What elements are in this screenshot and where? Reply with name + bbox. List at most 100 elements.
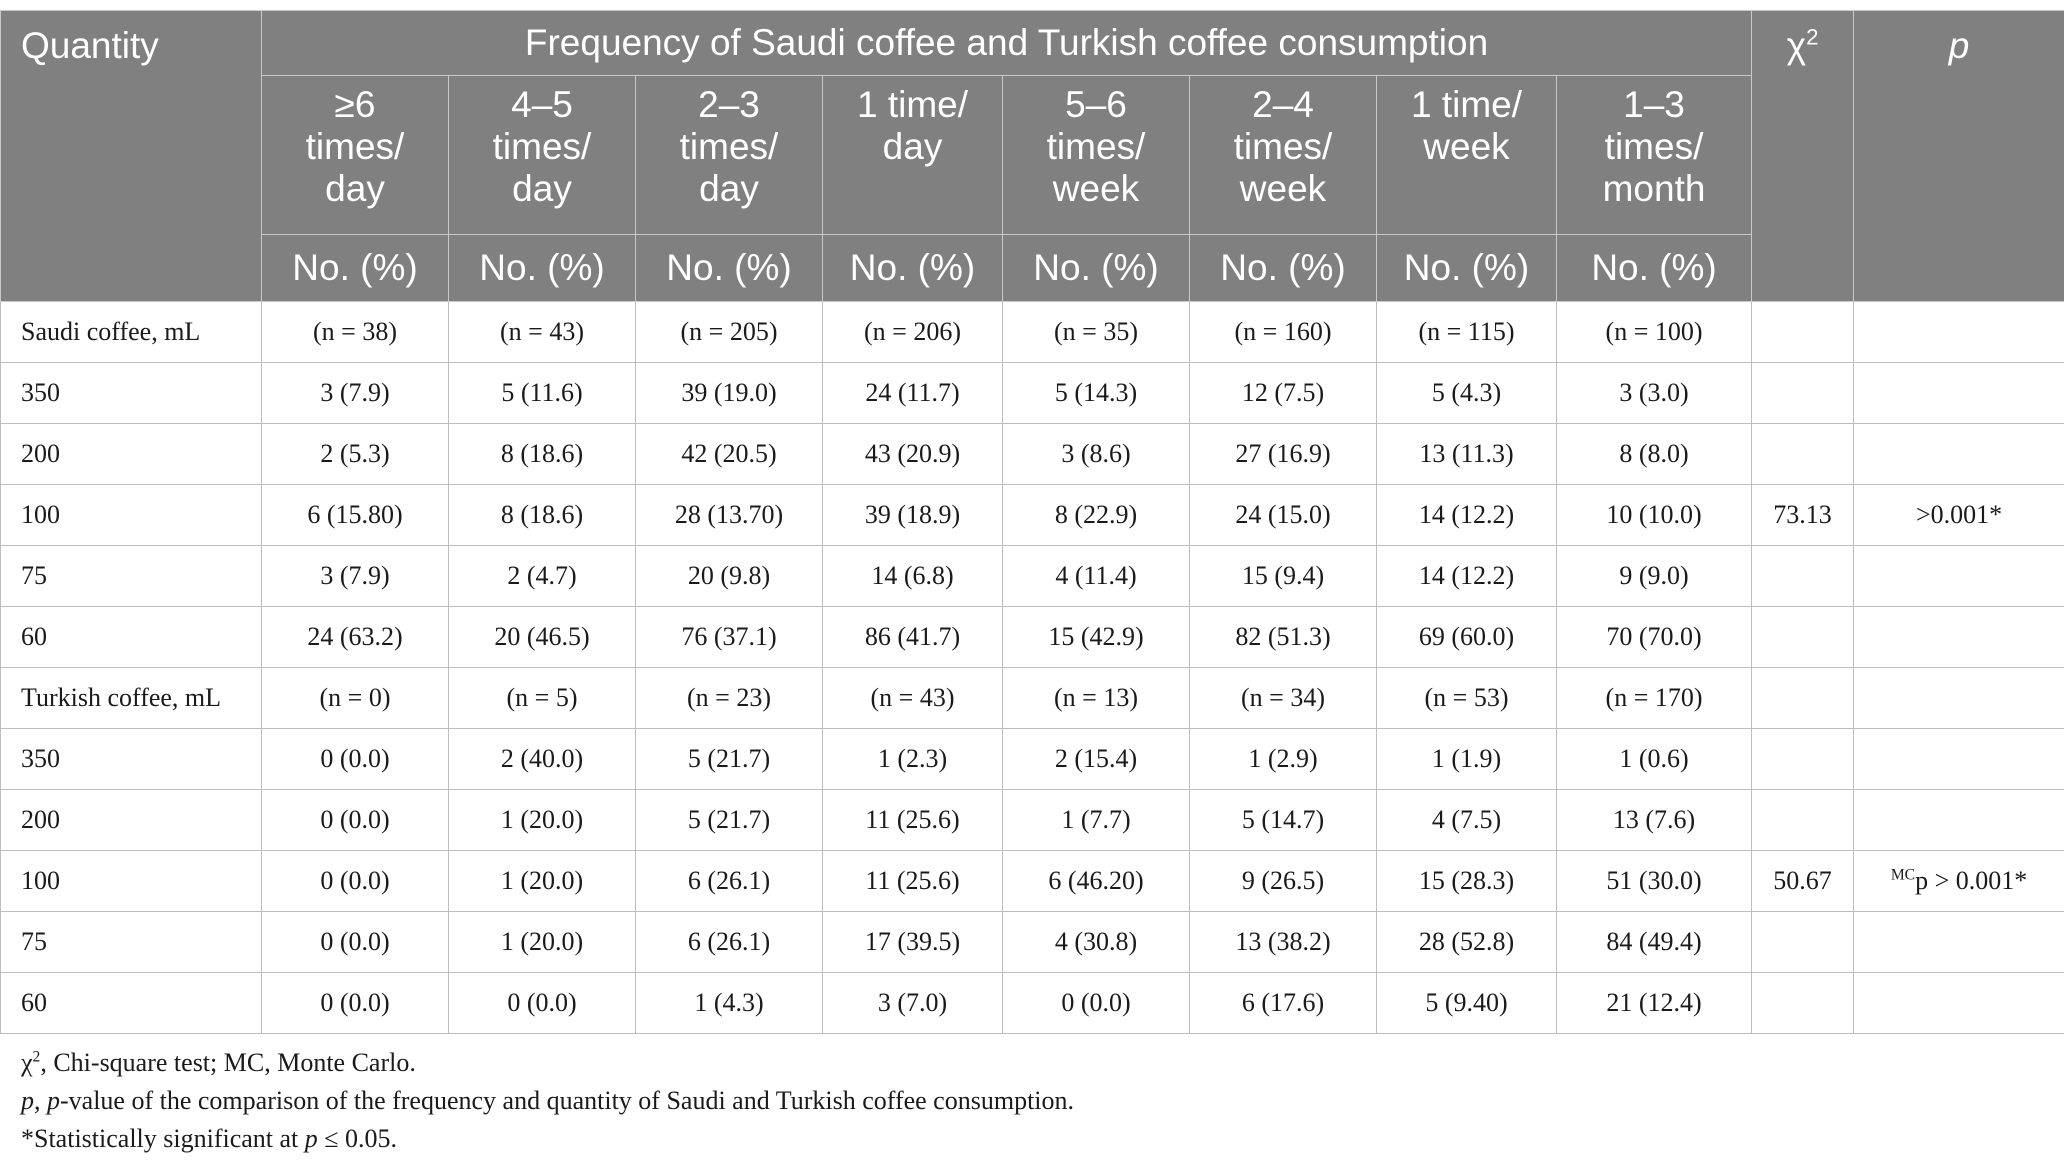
row-label: 75 [0, 545, 262, 607]
header-unit: No. (%) [822, 234, 1003, 302]
row-label: 100 [0, 850, 262, 912]
table-cell: 5 (11.6) [448, 362, 636, 424]
header-frequency-line: 5–6 [1065, 84, 1127, 125]
header-frequency-line: day [882, 126, 943, 167]
table-cell: 15 (42.9) [1002, 606, 1190, 668]
table-cell: 14 (6.8) [822, 545, 1003, 607]
header-p-value: p [1853, 10, 2064, 302]
header-frequency-1: 4–5 times/day [448, 75, 636, 235]
table-cell: 13 (38.2) [1189, 911, 1377, 973]
header-frequency-line: times/ [1046, 126, 1146, 167]
table-cell: 8 (18.6) [448, 423, 636, 485]
header-frequency-0: ≥6 times/day [261, 75, 449, 235]
chi-square-cell [1751, 301, 1855, 363]
table-cell: (n = 100) [1555, 301, 1753, 363]
p-value-cell [1853, 423, 2064, 485]
p-value-cell [1853, 789, 2064, 851]
table-cell: 13 (11.3) [1376, 423, 1557, 485]
header-row-title: Quantity Frequency of Saudi coffee and T… [0, 10, 2064, 302]
fn3-text: *Statistically significant at [21, 1124, 305, 1153]
chi-square-cell [1751, 423, 1855, 485]
header-unit: No. (%) [1555, 234, 1753, 302]
header-unit: No. (%) [1376, 234, 1557, 302]
table-cell: 69 (60.0) [1376, 606, 1557, 668]
table-cell: (n = 115) [1376, 301, 1557, 363]
table-cell: 12 (7.5) [1189, 362, 1377, 424]
table-cell: 39 (19.0) [635, 362, 823, 424]
row-label: 200 [0, 789, 262, 851]
table-footnotes: χ2, Chi-square test; MC, Monte Carlo. p,… [21, 1044, 1074, 1158]
header-frequency-line: day [512, 168, 572, 209]
table-cell: 2 (5.3) [261, 423, 449, 485]
fn2-sep: , [34, 1086, 47, 1115]
chi-square-cell [1751, 606, 1855, 668]
header-frequency-2: 2–3 times/day [635, 75, 823, 235]
table-cell: 4 (30.8) [1002, 911, 1190, 973]
p-value-cell [1853, 667, 2064, 729]
coffee-frequency-table: Quantity Frequency of Saudi coffee and T… [0, 10, 2064, 1034]
table-cell: 24 (63.2) [261, 606, 449, 668]
table-cell: 6 (26.1) [635, 850, 823, 912]
table-cell: (n = 43) [822, 667, 1003, 729]
row-label: 100 [0, 484, 262, 546]
header-unit: No. (%) [1189, 234, 1377, 302]
row-label: 350 [0, 728, 262, 790]
table-cell: 6 (17.6) [1189, 972, 1377, 1034]
chi-square-cell: 50.67 [1751, 850, 1855, 912]
table-cell: 10 (10.0) [1555, 484, 1753, 546]
table-cell: 1 (20.0) [448, 850, 636, 912]
header-quantity: Quantity [0, 10, 262, 302]
table-cell: 24 (15.0) [1189, 484, 1377, 546]
table-cell: 13 (7.6) [1555, 789, 1753, 851]
table-cell: 1 (2.9) [1189, 728, 1377, 790]
fn3-tail: ≤ 0.05. [317, 1124, 398, 1153]
p-value-text: p > 0.001* [1915, 866, 2028, 895]
fn1-text: , Chi-square test; MC, Monte Carlo. [40, 1048, 416, 1077]
chi-square-cell [1751, 911, 1855, 973]
table-cell: 27 (16.9) [1189, 423, 1377, 485]
table-cell: 1 (7.7) [1002, 789, 1190, 851]
header-frequency-line: week [1239, 168, 1327, 209]
chi-square-cell [1751, 667, 1855, 729]
table-cell: 5 (14.3) [1002, 362, 1190, 424]
row-label: 60 [0, 972, 262, 1034]
table-cell: 15 (9.4) [1189, 545, 1377, 607]
header-frequency-line: ≥6 [334, 84, 376, 125]
header-frequency-5: 2–4 times/week [1189, 75, 1377, 235]
chi-symbol: χ [1786, 25, 1807, 66]
table-cell: 86 (41.7) [822, 606, 1003, 668]
header-frequency-line: day [325, 168, 385, 209]
table-cell: 0 (0.0) [261, 911, 449, 973]
header-group-title: Frequency of Saudi coffee and Turkish co… [260, 10, 1753, 76]
table-cell: (n = 206) [822, 301, 1003, 363]
row-label: 350 [0, 362, 262, 424]
table-cell: 39 (18.9) [822, 484, 1003, 546]
table-cell: 1 (20.0) [448, 789, 636, 851]
table-cell: 4 (11.4) [1002, 545, 1190, 607]
table-row: 100 0 (0.0) 1 (20.0) 6 (26.1) 11 (25.6) 6 (46… [0, 850, 2064, 912]
p-value-cell: MCp > 0.001* [1853, 850, 2064, 912]
table-cell: 2 (40.0) [448, 728, 636, 790]
table-cell: 0 (0.0) [261, 972, 449, 1034]
table-cell: 14 (12.2) [1376, 545, 1557, 607]
table-row: 200 2 (5.3) 8 (18.6) 42 (20.5) 43 (20.9) 3 (8… [0, 423, 2064, 485]
table-cell: (n = 205) [635, 301, 823, 363]
fn1-superscript: 2 [32, 1048, 41, 1066]
header-frequency-line: times/ [679, 126, 779, 167]
chi-square-cell [1751, 789, 1855, 851]
chi-superscript: 2 [1806, 24, 1819, 50]
table-cell: (n = 160) [1189, 301, 1377, 363]
table-cell: 6 (15.80) [261, 484, 449, 546]
table-cell: 15 (28.3) [1376, 850, 1557, 912]
table-row: Turkish coffee, mL (n = 0) (n = 5) (n = 23)… [0, 667, 2064, 729]
table-cell: 5 (21.7) [635, 789, 823, 851]
p-value-cell [1853, 362, 2064, 424]
table-cell: 2 (15.4) [1002, 728, 1190, 790]
fn2-p: p [21, 1086, 34, 1115]
fn1-symbol: χ [21, 1048, 33, 1077]
table-cell: 9 (9.0) [1555, 545, 1753, 607]
header-frequency-line: month [1602, 168, 1706, 209]
table-cell: 20 (9.8) [635, 545, 823, 607]
table-cell: 0 (0.0) [261, 789, 449, 851]
table-row: 60 24 (63.2) 20 (46.5) 76 (37.1) 86 (41.7) 15… [0, 606, 2064, 668]
